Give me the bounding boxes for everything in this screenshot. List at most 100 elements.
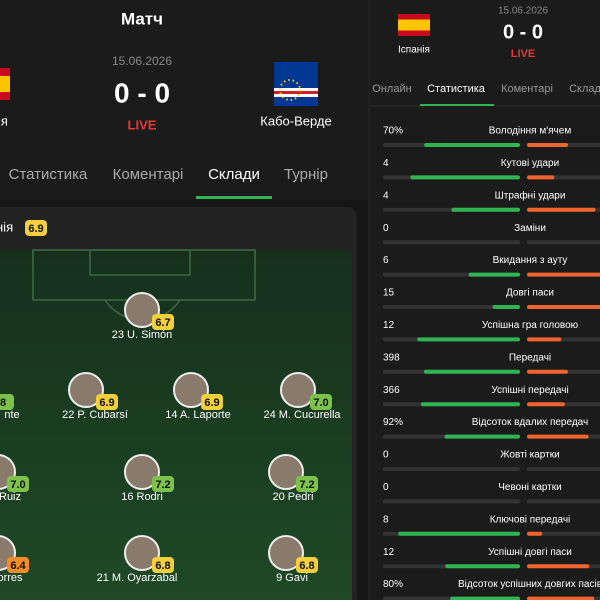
player-name: 22 P. Cubarsí [62,409,128,421]
player-name: 16 Rodri [121,491,163,503]
player-name: 9 Gavi [276,572,308,584]
player-photo[interactable] [268,535,304,571]
stat-home: 12 [383,320,395,331]
away-flag [274,62,318,106]
stat-away-bar [527,305,600,309]
player-name: 14 A. Laporte [165,409,230,421]
stat-home: 8 [383,514,389,525]
stat-home-bar [451,207,520,212]
player-rating: 6.8 [155,560,170,572]
player-rating: 7.2 [155,479,170,491]
stat-home: 0 [383,450,389,461]
side-tab[interactable]: Онлайн [372,83,411,95]
side-tab[interactable]: Статистика [427,83,486,95]
stat-home-bar [417,337,520,342]
player-name: 24 M. Cucurella [263,409,341,421]
player-photo[interactable] [124,292,160,328]
stat-label: Вкидання з ауту [493,255,568,266]
stat-home-bar [445,564,520,569]
player-rating-bg [152,476,174,492]
side-home-flag [398,14,430,36]
side-score: 0 - 0 [503,21,543,43]
stat-home: 4 [383,190,389,201]
player-photo[interactable] [268,454,304,490]
stat-home-bar [398,531,520,536]
tab[interactable]: Статистика [9,166,88,183]
tab[interactable]: Склади [208,166,260,183]
player-rating: 7.2 [299,479,314,491]
stat-home: 4 [383,158,389,169]
stat-away-bar [527,434,589,439]
match-score: 0 - 0 [114,77,170,108]
stat-label: Відсоток вдалих передач [472,417,588,428]
side-home-name: Іспанія [398,45,430,56]
player-photo[interactable] [68,372,104,408]
player-rating-bg [296,476,318,492]
stat-away-bar [527,369,569,374]
stat-label: Володіння м'ячем [489,126,572,137]
stat-track [527,467,600,471]
stat-home: 80% [383,579,403,590]
player-rating: 8 [0,397,6,409]
tab[interactable]: Турнір [284,166,328,183]
home-flag [0,68,10,100]
stat-away-bar [527,531,543,536]
stat-away-bar [527,337,562,342]
stat-home: 12 [383,547,395,558]
player-photo[interactable] [173,372,209,408]
stat-away-bar [527,175,555,180]
stat-home: 15 [383,288,395,299]
match-date: 15.06.2026 [112,54,172,68]
player-rating: 6.4 [10,560,26,572]
stat-home-bar [468,272,520,277]
stat-track [383,467,520,471]
stat-away-bar [527,207,596,212]
player-rating: 6.8 [299,560,314,572]
stat-away-bar [527,564,590,569]
stat-home: 6 [383,255,389,266]
player-name: 21 M. Oyarzabal [97,572,178,584]
stat-home-bar [420,402,520,407]
player-rating-bg [296,557,318,573]
lineup-team: нія [0,219,13,234]
stat-label: Відсоток успішних довгих пасів [458,579,600,590]
stat-track [383,499,520,504]
stat-label: Успішні передачі [491,385,568,396]
active-tab-underline [196,196,272,199]
player-rating-bg [96,394,118,410]
stat-away-bar [527,272,600,277]
stat-home: 92% [383,417,403,428]
player-photo[interactable] [280,372,316,408]
player-name: orres [0,572,23,584]
stat-label: Успішні довгі паси [488,547,572,558]
stat-home-bar [492,305,520,309]
stat-home: 0 [383,482,389,493]
side-tab[interactable]: Склад [569,83,600,95]
player-photo[interactable] [124,454,160,490]
stat-label: Ключові передачі [490,514,571,525]
stat-label: Довгі паси [506,288,554,299]
player-photo[interactable] [124,535,160,571]
stat-track [383,240,520,245]
player-rating: 7.0 [313,397,328,409]
stat-label: Заміни [514,223,546,234]
stat-label: Чевоні картки [498,482,562,493]
team-rating: 6.9 [28,223,43,235]
stat-home: 366 [383,385,400,396]
tab[interactable]: Коментарі [113,166,184,183]
player-rating-bg [7,557,29,573]
side-active-tab-underline [420,104,494,106]
player-rating-bg [7,476,29,492]
stat-away-bar [527,596,595,600]
stat-home-bar [424,143,520,147]
team-rating-bg [25,220,47,236]
side-tab[interactable]: Коментарі [501,83,553,95]
stat-home: 70% [383,126,403,137]
stat-away-bar [527,143,569,147]
player-name: 20 Pedri [273,491,314,503]
player-rating-bg [152,314,174,330]
stat-track [527,499,600,504]
player-rating: 7.0 [10,479,25,491]
stat-label: Штрафні удари [495,189,566,201]
